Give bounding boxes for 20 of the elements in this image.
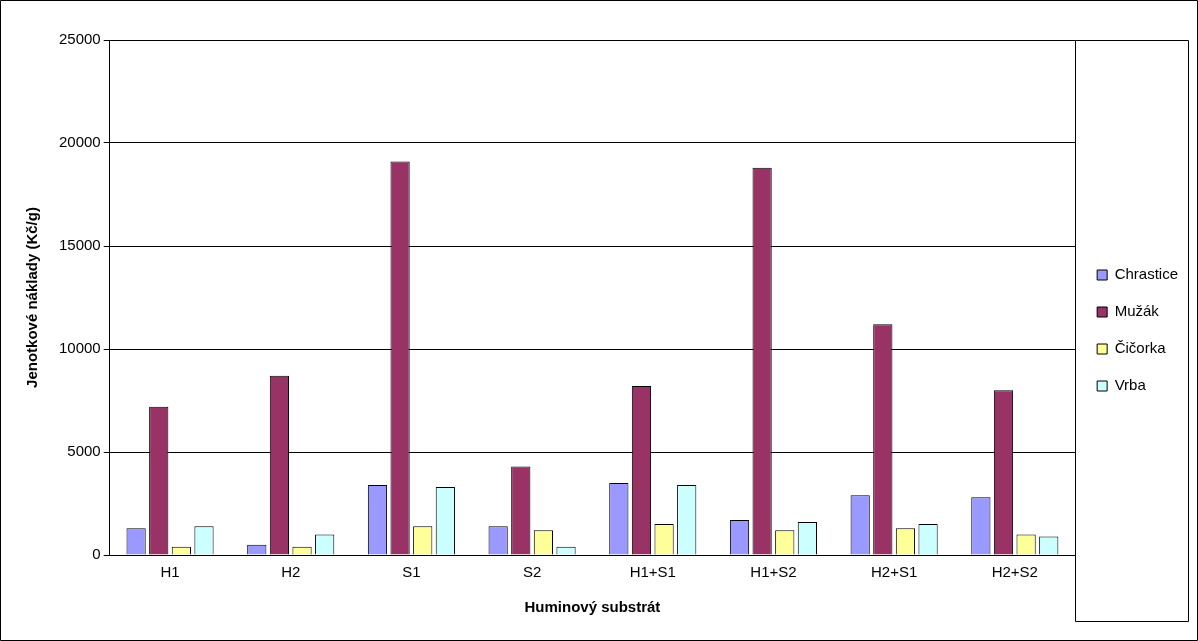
y-axis-title: Jenotkové náklady (Kč/g) xyxy=(23,207,41,388)
x-tick-label: H1 xyxy=(160,563,180,581)
x-tick-label: H1+S2 xyxy=(750,563,797,581)
y-tick-label: 15000 xyxy=(58,236,101,254)
x-axis-title: Huminový substrát xyxy=(524,598,661,616)
legend-label: Čičorka xyxy=(1114,339,1167,357)
y-tick-label: 25000 xyxy=(58,30,101,48)
x-tick-label: H2+S1 xyxy=(870,563,918,581)
legend-label: Vrba xyxy=(1114,376,1147,394)
x-tick-label: H2+S2 xyxy=(991,563,1038,581)
x-tick-label: H1+S1 xyxy=(629,563,676,581)
x-tick-label: S2 xyxy=(522,563,542,581)
y-tick-label: 0 xyxy=(92,545,101,563)
legend-label: Chrastice xyxy=(1114,265,1178,283)
y-tick-label: 10000 xyxy=(58,339,101,357)
y-tick-label: 5000 xyxy=(67,442,101,460)
x-tick-label: S1 xyxy=(402,563,421,581)
x-tick-label: H2 xyxy=(281,563,301,581)
legend-label: Mužák xyxy=(1114,302,1160,320)
y-tick-label: 20000 xyxy=(58,133,101,151)
